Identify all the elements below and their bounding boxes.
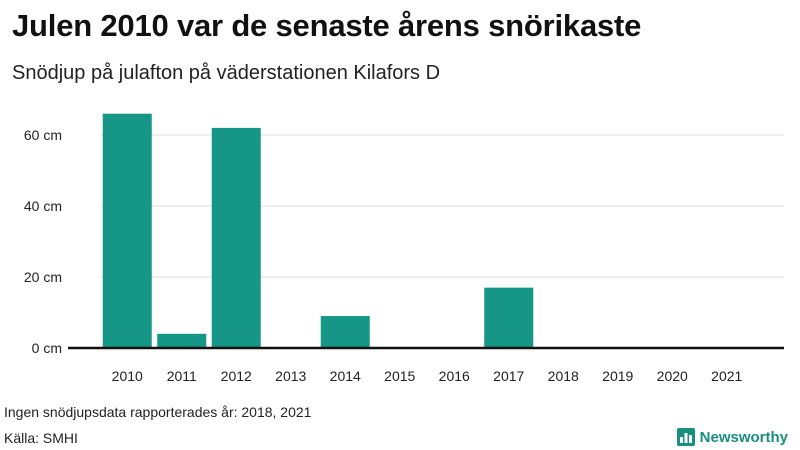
y-tick-label: 60 cm (24, 127, 62, 143)
x-tick-label: 2021 (711, 368, 742, 384)
x-tick-label: 2013 (275, 368, 306, 384)
x-tick-label: 2014 (330, 368, 361, 384)
x-tick-label: 2012 (221, 368, 252, 384)
chart-title: Julen 2010 var de senaste årens snörikas… (12, 8, 642, 43)
x-tick-label: 2016 (439, 368, 470, 384)
x-tick-label: 2015 (384, 368, 415, 384)
bar-2014 (320, 316, 370, 348)
brand-logo: Newsworthy (676, 428, 788, 446)
bar-2011 (157, 333, 207, 348)
newsworthy-logo-icon (676, 428, 695, 446)
x-tick-label: 2018 (548, 368, 579, 384)
x-tick-label: 2019 (602, 368, 633, 384)
y-tick-label: 40 cm (24, 198, 62, 214)
bar-chart: 0 cm 20 cm 40 cm 60 cm 2010 2011 2012 2013 2014 2… (24, 113, 784, 384)
bar-2012 (211, 127, 261, 349)
x-tick-label: 2020 (657, 368, 688, 384)
y-tick-label: 0 cm (32, 340, 62, 356)
bar-2010 (102, 113, 152, 348)
brand-name: Newsworthy (699, 428, 788, 446)
chart-subtitle: Snödjup på julafton på väderstationen Ki… (12, 62, 441, 84)
y-tick-label: 20 cm (24, 269, 62, 285)
x-tick-label: 2017 (493, 368, 524, 384)
source-note: Källa: SMHI (4, 430, 78, 446)
bar-2017 (484, 287, 534, 348)
x-tick-label: 2011 (167, 368, 197, 384)
x-tick-label: 2010 (112, 368, 143, 384)
missing-data-note: Ingen snödjupsdata rapporterades år: 201… (4, 404, 312, 420)
